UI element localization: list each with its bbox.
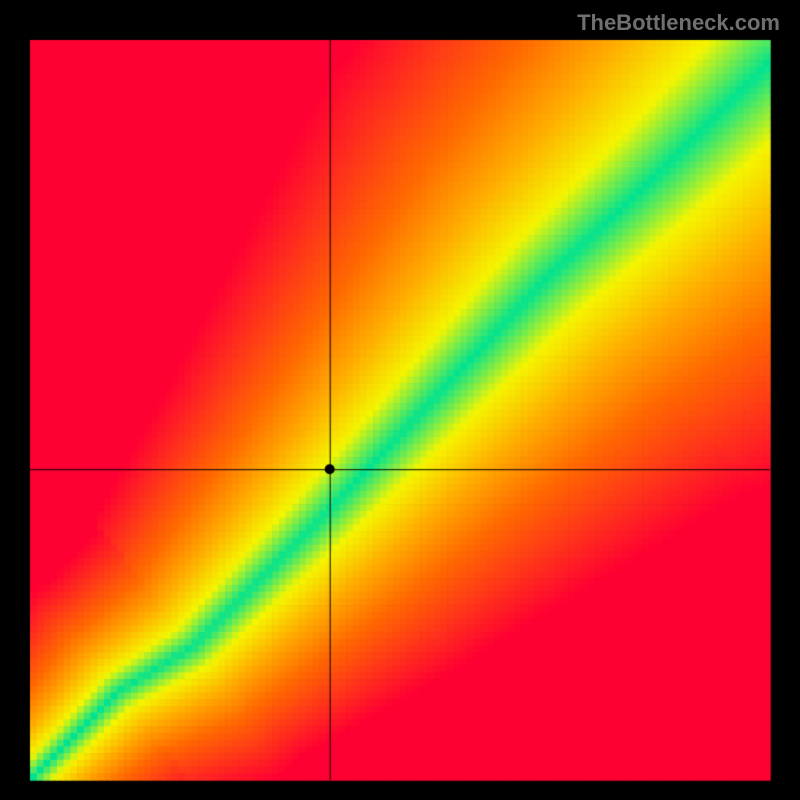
bottleneck-heatmap (0, 0, 800, 800)
watermark-text: TheBottleneck.com (577, 10, 780, 36)
